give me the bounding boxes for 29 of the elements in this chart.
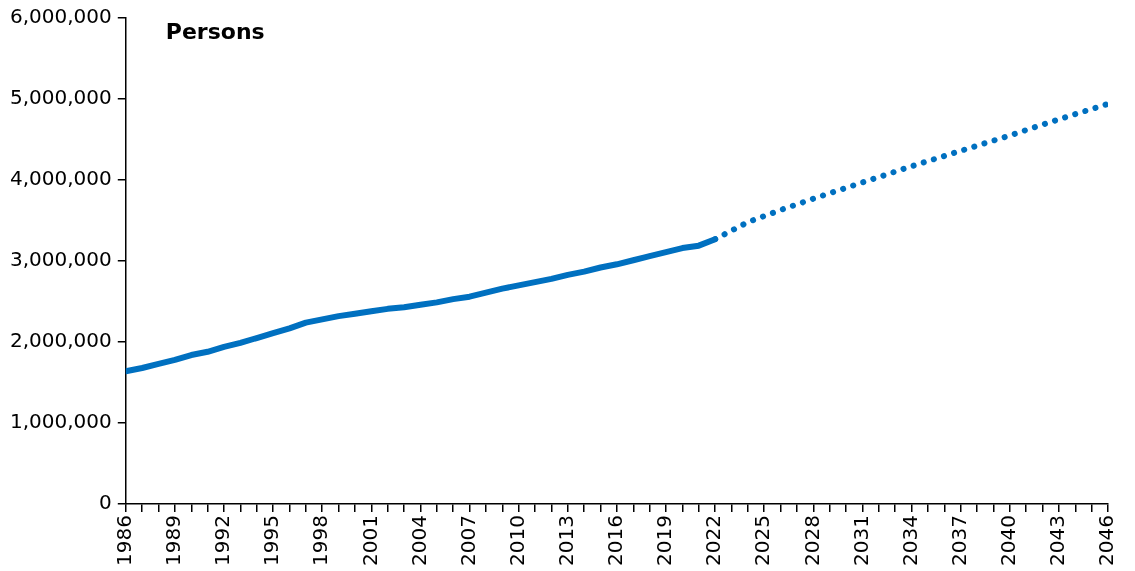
x-tick-label: 2040 <box>995 515 1020 567</box>
x-tick-label: 2010 <box>504 515 529 567</box>
y-axis-title: Persons <box>165 18 265 44</box>
x-tick-label: 2034 <box>897 515 922 567</box>
y-tick-label: 0 <box>99 490 112 515</box>
x-tick-label: 2028 <box>799 515 824 567</box>
y-tick-label: 3,000,000 <box>9 247 112 272</box>
x-tick-label: 2037 <box>946 515 971 567</box>
x-tick-label: 1986 <box>111 515 136 567</box>
x-tick-label: 2004 <box>406 515 431 567</box>
x-tick-label: 2019 <box>652 515 677 567</box>
x-tick-label: 2001 <box>357 515 382 567</box>
x-tick-label: 2016 <box>603 515 628 567</box>
x-tick-label: 1998 <box>308 515 333 567</box>
y-tick-label: 2,000,000 <box>9 328 112 353</box>
x-tick-label: 1992 <box>210 515 235 567</box>
y-tick-label: 6,000,000 <box>9 4 112 29</box>
y-tick-label: 4,000,000 <box>9 166 112 191</box>
x-tick-label: 2022 <box>701 515 726 567</box>
x-tick-label: 2043 <box>1045 515 1070 567</box>
x-tick-label: 1989 <box>161 515 186 567</box>
x-tick-label: 1995 <box>259 515 284 567</box>
x-tick-label: 2007 <box>455 515 480 567</box>
x-tick-label: 2013 <box>553 515 578 567</box>
y-tick-label: 1,000,000 <box>9 409 112 434</box>
x-tick-label: 2031 <box>848 515 873 567</box>
x-tick-label: 2025 <box>750 515 775 567</box>
x-tick-label: 2046 <box>1094 515 1119 567</box>
y-tick-label: 5,000,000 <box>9 85 112 110</box>
